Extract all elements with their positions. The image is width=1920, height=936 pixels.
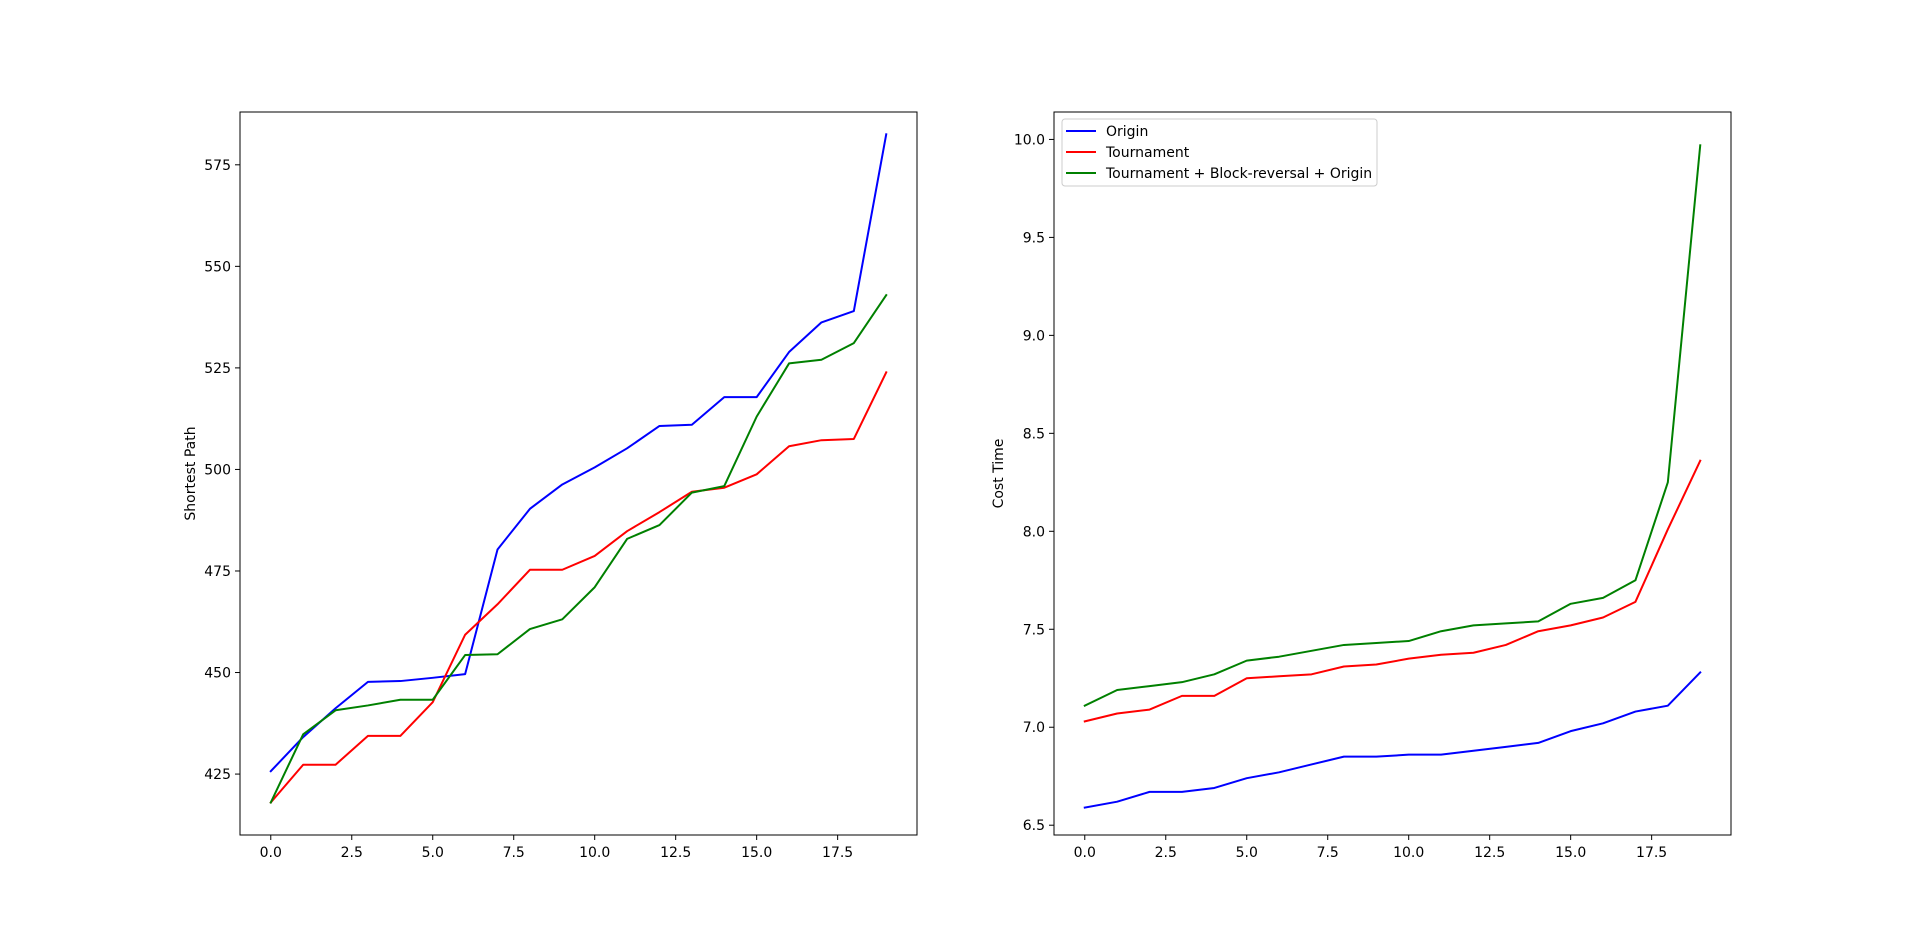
cost-time-x-tick-label: 2.5 bbox=[1155, 845, 1177, 861]
cost-time-x-tick-label: 0.0 bbox=[1074, 845, 1096, 861]
cost-time-series-origin-line bbox=[1083, 670, 1702, 809]
cost-time-series-tournament-block-reversal-origin-line bbox=[1083, 144, 1702, 708]
cost-time-x-tick-label: 10.0 bbox=[1393, 845, 1424, 861]
legend-label-tournament: Tournament bbox=[1105, 145, 1190, 161]
shortest-path-x-tick-label: 12.5 bbox=[660, 845, 691, 861]
shortest-path-y-tick-label: 500 bbox=[204, 462, 231, 478]
shortest-path-series-origin-line bbox=[269, 133, 888, 773]
cost-time-y-tick-label: 9.5 bbox=[1023, 230, 1045, 246]
shortest-path-x-tick-label: 7.5 bbox=[503, 845, 525, 861]
shortest-path-series-tournament-block-reversal-origin-line bbox=[269, 293, 888, 804]
shortest-path-y-tick-label: 575 bbox=[204, 158, 231, 174]
shortest-path-chart: 0.0 2.5 5.0 7.5 10.0 12.5 15.0 17.5 425 450 475 50… bbox=[183, 111, 918, 861]
cost-time-y-tick-label: 8.0 bbox=[1023, 524, 1045, 540]
cost-time-plot-frame bbox=[1053, 111, 1732, 836]
cost-time-x-tick-label: 17.5 bbox=[1636, 845, 1667, 861]
shortest-path-series-layer bbox=[269, 133, 888, 804]
cost-time-y-tick-label: 6.5 bbox=[1023, 818, 1045, 834]
shortest-path-x-tick-label: 0.0 bbox=[260, 845, 282, 861]
cost-time-x-axis: 0.0 2.5 5.0 7.5 10.0 12.5 15.0 17.5 bbox=[1074, 835, 1667, 861]
cost-time-x-tick-label: 12.5 bbox=[1474, 845, 1505, 861]
shortest-path-y-tick-label: 475 bbox=[204, 564, 231, 580]
shortest-path-x-tick-label: 15.0 bbox=[741, 845, 772, 861]
cost-time-chart: 0.0 2.5 5.0 7.5 10.0 12.5 15.0 17.5 6.5 7.0 7.5 8.… bbox=[991, 111, 1732, 861]
shortest-path-x-axis: 0.0 2.5 5.0 7.5 10.0 12.5 15.0 17.5 bbox=[260, 835, 853, 861]
cost-time-y-tick-label: 10.0 bbox=[1014, 132, 1045, 148]
shortest-path-y-tick-label: 550 bbox=[204, 259, 231, 275]
cost-time-x-tick-label: 15.0 bbox=[1555, 845, 1586, 861]
cost-time-series-layer bbox=[1083, 144, 1702, 809]
shortest-path-x-tick-label: 17.5 bbox=[822, 845, 853, 861]
cost-time-y-tick-label: 8.5 bbox=[1023, 426, 1045, 442]
shortest-path-y-axis-label: Shortest Path bbox=[183, 426, 199, 520]
shortest-path-x-tick-label: 5.0 bbox=[422, 845, 444, 861]
shortest-path-y-tick-label: 425 bbox=[204, 767, 231, 783]
cost-time-y-tick-label: 9.0 bbox=[1023, 328, 1045, 344]
cost-time-legend: Origin Tournament Tournament + Block-rev… bbox=[1061, 118, 1378, 187]
shortest-path-y-tick-label: 450 bbox=[204, 666, 231, 682]
legend-label-origin: Origin bbox=[1106, 124, 1148, 140]
shortest-path-plot-frame bbox=[239, 111, 918, 836]
legend-label-tournament-block-reversal-origin: Tournament + Block-reversal + Origin bbox=[1105, 166, 1372, 182]
shortest-path-y-tick-label: 525 bbox=[204, 361, 231, 377]
cost-time-x-tick-label: 7.5 bbox=[1317, 845, 1339, 861]
cost-time-x-tick-label: 5.0 bbox=[1236, 845, 1258, 861]
cost-time-y-tick-label: 7.0 bbox=[1023, 720, 1045, 736]
cost-time-y-axis: 6.5 7.0 7.5 8.0 8.5 9.0 9.5 10.0 bbox=[1014, 132, 1054, 834]
shortest-path-series-tournament-line bbox=[269, 371, 888, 804]
shortest-path-y-axis: 425 450 475 500 525 550 575 bbox=[204, 158, 240, 783]
legend-frame bbox=[1061, 118, 1378, 187]
cost-time-series-tournament-line bbox=[1083, 459, 1702, 723]
shortest-path-x-tick-label: 2.5 bbox=[341, 845, 363, 861]
cost-time-y-tick-label: 7.5 bbox=[1023, 622, 1045, 638]
cost-time-y-axis-label: Cost Time bbox=[991, 439, 1007, 509]
shortest-path-x-tick-label: 10.0 bbox=[579, 845, 610, 861]
